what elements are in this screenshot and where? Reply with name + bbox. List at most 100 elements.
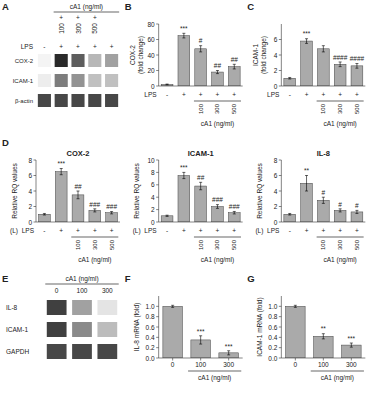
- x-tick-label: 100: [195, 361, 206, 368]
- bracket: [71, 237, 118, 238]
- category-label: -: [166, 227, 168, 234]
- y-tick-label: 0: [28, 219, 32, 226]
- bar: [163, 306, 183, 358]
- bracket: [194, 237, 241, 238]
- bar: [334, 64, 346, 86]
- row-label: LPS: [21, 43, 34, 50]
- title: ICAM-1: [188, 149, 214, 158]
- panel-label: A: [2, 1, 9, 12]
- bar: [286, 306, 306, 358]
- error-bar: [294, 305, 297, 307]
- row-name: COX-2: [15, 58, 34, 64]
- group-value: 300: [214, 239, 220, 250]
- error-bar: [227, 351, 230, 355]
- group-value: 500: [109, 239, 115, 250]
- significance: ##: [214, 62, 222, 69]
- category-label: +: [199, 227, 203, 234]
- group-sign: +: [76, 14, 80, 21]
- group-value: 500: [354, 103, 360, 114]
- y-tick-label: 0: [274, 219, 278, 226]
- y-tick-label: 6: [28, 172, 32, 179]
- bar: [314, 336, 334, 358]
- group-label: cA1 (ng/ml): [65, 275, 98, 283]
- error-bar: [233, 211, 236, 213]
- significance: ***: [348, 335, 356, 342]
- bracket: [311, 371, 364, 372]
- x-axis: [281, 86, 365, 87]
- bracket: [188, 371, 241, 372]
- note: (L): [10, 227, 18, 235]
- error-bar: [216, 71, 219, 74]
- x-axis: [159, 86, 243, 87]
- category-label: +: [93, 227, 97, 234]
- bar: [39, 214, 51, 222]
- error-bar: [288, 213, 291, 215]
- y-tick: [279, 175, 282, 176]
- bar: [195, 49, 207, 86]
- band: [88, 74, 101, 87]
- panel-label: C: [247, 1, 254, 12]
- error-bar: [199, 182, 202, 189]
- y-tick: [156, 70, 159, 71]
- plot-area: [286, 305, 362, 358]
- title: COX-2: [67, 149, 90, 158]
- group-value: 100: [320, 239, 326, 250]
- y-tick-label: 2: [274, 67, 278, 74]
- title: IL-8: [317, 149, 330, 158]
- panel-label: F: [125, 273, 131, 284]
- y-tick: [34, 160, 37, 161]
- significance: ##: [231, 56, 239, 63]
- lane-label: +: [110, 43, 114, 50]
- y-tick-label: 0.6: [268, 324, 277, 331]
- plot-area: [39, 169, 118, 222]
- band: [88, 94, 101, 107]
- significance: **: [304, 167, 310, 174]
- bar: [161, 216, 173, 222]
- y-axis-label: Relative RQ values: [256, 162, 264, 218]
- group-value: 500: [91, 23, 98, 34]
- error-bar: [305, 39, 308, 44]
- band: [72, 344, 92, 359]
- error-bar: [355, 210, 358, 213]
- y-axis-label: (fold change): [260, 36, 268, 74]
- category-label: +: [305, 227, 309, 234]
- significance: ***: [225, 343, 233, 350]
- band: [105, 94, 118, 107]
- category-label: +: [321, 227, 325, 234]
- x-axis: [36, 222, 120, 223]
- band: [71, 54, 84, 67]
- error-bar: [182, 172, 185, 178]
- group-label: cA1 (ng/ml): [324, 120, 357, 128]
- note: (L): [133, 227, 141, 235]
- panel-label: D: [2, 137, 9, 148]
- y-tick: [156, 55, 159, 56]
- lane-label: -: [43, 43, 45, 50]
- y-tick: [279, 306, 282, 307]
- y-tick-label: 0.0: [146, 355, 155, 362]
- y-tick: [279, 316, 282, 317]
- error-bar: [355, 64, 358, 69]
- error-bar: [110, 212, 113, 214]
- y-tick-label: 6: [274, 172, 278, 179]
- y-tick-label: 2: [28, 203, 32, 210]
- band: [88, 54, 101, 67]
- plot-area: [284, 39, 363, 86]
- band: [55, 74, 68, 87]
- x-tick-label: 300: [346, 361, 357, 368]
- y-tick-label: 0: [151, 219, 155, 226]
- group-value: 100: [75, 239, 81, 250]
- error-bar: [43, 213, 46, 215]
- bar: [195, 186, 207, 222]
- y-tick: [156, 24, 159, 25]
- plot-area: [284, 176, 363, 223]
- y-axis-label: (fold change): [137, 36, 145, 74]
- significance: ###: [212, 196, 223, 203]
- significance: #: [199, 37, 203, 44]
- category-label: +: [338, 227, 342, 234]
- group-value: 500: [354, 239, 360, 250]
- category-label: +: [110, 227, 114, 234]
- group-sign: +: [59, 14, 63, 21]
- category-label: +: [232, 227, 236, 234]
- panel-label: G: [247, 273, 254, 284]
- y-axis-label: ICAM-1: [252, 44, 259, 66]
